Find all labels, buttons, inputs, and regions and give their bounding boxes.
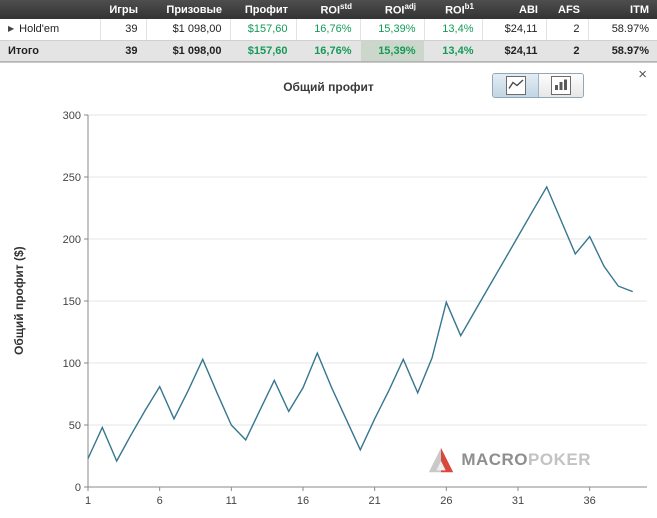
cell-roi-b1: 13,4% — [423, 39, 482, 62]
cell-prizes: $1 098,00 — [145, 19, 230, 41]
watermark-macro: MACRO — [461, 449, 529, 469]
chart-title: Общий профит — [283, 79, 374, 94]
cell-itm: 58.97% — [587, 19, 657, 41]
cell-roi-std: 16,76% — [295, 19, 360, 41]
y-axis-label: Общий профит ($) — [12, 246, 26, 355]
cell-abi: $24,11 — [481, 19, 546, 41]
column-header-prizes[interactable]: Призовые — [146, 0, 230, 19]
game-name-label: Hold'em — [19, 23, 60, 36]
roi-b1-sup: b1 — [464, 2, 474, 12]
y-tick-label: 300 — [63, 110, 81, 122]
macropoker-watermark: MACROPOKER — [426, 445, 591, 475]
macropoker-logo-icon — [429, 447, 454, 472]
group-column-header — [0, 0, 100, 19]
table-row-holdem[interactable]: ▶ Hold'em 39 $1 098,00 $157,60 16,76% 15,… — [0, 19, 657, 41]
cell-profit: $157,60 — [229, 19, 296, 41]
y-tick-label: 100 — [63, 358, 81, 370]
x-tick-label: 16 — [297, 495, 309, 507]
bar-chart-icon — [551, 75, 571, 95]
close-icon[interactable]: × — [638, 65, 647, 83]
x-tick-label: 21 — [369, 495, 381, 507]
x-tick-label: 1 — [85, 495, 91, 507]
roi-std-sup: std — [340, 2, 352, 12]
cell-roi-adj: 15,39% — [359, 19, 424, 41]
column-header-games[interactable]: Игры — [100, 0, 146, 19]
cell-afs: 2 — [545, 39, 588, 62]
column-header-roi-b1[interactable]: ROIb1 — [424, 0, 482, 19]
y-tick-label: 50 — [69, 420, 81, 432]
table-row-total: Итого 39 $1 098,00 $157,60 16,76% 15,39%… — [0, 39, 657, 62]
cell-profit: $157,60 — [229, 39, 296, 62]
column-header-itm[interactable]: ITM — [588, 0, 657, 19]
line-chart-icon — [505, 75, 526, 95]
stats-table: Игры Призовые Профит ROIstd ROIadj ROIb1… — [0, 0, 657, 62]
cell-afs: 2 — [545, 19, 588, 41]
cell-game-name[interactable]: ▶ Hold'em — [0, 19, 100, 41]
cell-abi: $24,11 — [481, 39, 546, 62]
x-tick-label: 26 — [440, 495, 452, 507]
column-header-profit[interactable]: Профит — [230, 0, 296, 19]
line-chart-toggle-button[interactable] — [493, 73, 538, 97]
column-header-roi-adj[interactable]: ROIadj — [360, 0, 424, 19]
chart-header: Общий профит × — [0, 63, 657, 107]
stats-header-row: Игры Призовые Профит ROIstd ROIadj ROIb1… — [0, 0, 657, 19]
x-tick-label: 6 — [157, 495, 163, 507]
expand-arrow-icon[interactable]: ▶ — [8, 24, 15, 34]
x-tick-label: 36 — [584, 495, 596, 507]
bar-chart-toggle-button[interactable] — [538, 73, 583, 97]
roi-std-label: ROI — [320, 4, 340, 17]
chart-type-toggle — [492, 72, 584, 98]
column-header-afs[interactable]: AFS — [546, 0, 588, 19]
y-tick-label: 250 — [63, 172, 81, 184]
cell-roi-adj-highlighted: 15,39% — [359, 39, 424, 62]
cell-games: 39 — [99, 19, 146, 41]
watermark-text: MACROPOKER — [461, 450, 591, 470]
roi-b1-label: ROI — [445, 4, 465, 17]
cell-roi-std: 16,76% — [295, 39, 360, 62]
y-tick-label: 200 — [63, 234, 81, 246]
chart-body: Общий профит ($) 0 50 100 150 200 250 300 1 6 11 1… — [0, 107, 657, 518]
y-tick-label: 150 — [63, 296, 81, 308]
column-header-abi[interactable]: ABI — [482, 0, 546, 19]
watermark-poker: POKER — [528, 449, 591, 469]
profit-chart-panel: Общий профит × Общий профит ($) 0 50 100 15… — [0, 61, 657, 518]
column-header-roi-std[interactable]: ROIstd — [296, 0, 360, 19]
roi-adj-label: ROI — [384, 4, 405, 17]
x-tick-label: 11 — [226, 495, 237, 507]
cell-games: 39 — [99, 39, 146, 62]
y-tick-label: 0 — [75, 482, 81, 494]
profit-line — [87, 184, 633, 463]
cell-total-label: Итого — [0, 39, 100, 62]
cell-roi-b1: 13,4% — [423, 19, 482, 41]
cell-itm: 58.97% — [587, 39, 657, 62]
x-tick-label: 31 — [512, 495, 524, 507]
roi-adj-sup: adj — [404, 2, 416, 12]
cell-prizes: $1 098,00 — [145, 39, 230, 62]
